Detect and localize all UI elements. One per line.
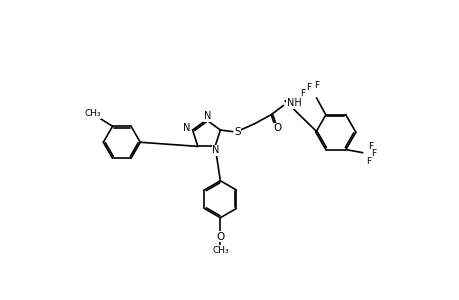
Text: CH₃: CH₃ bbox=[212, 246, 228, 255]
Text: NH: NH bbox=[286, 98, 301, 108]
Text: N: N bbox=[212, 145, 219, 155]
Text: F: F bbox=[300, 89, 305, 98]
Text: N: N bbox=[182, 123, 190, 133]
Text: F: F bbox=[313, 81, 319, 90]
Text: O: O bbox=[216, 232, 224, 242]
Text: O: O bbox=[273, 124, 281, 134]
Text: F: F bbox=[370, 149, 375, 158]
Text: F: F bbox=[367, 142, 372, 151]
Text: F: F bbox=[306, 83, 311, 92]
Text: F: F bbox=[366, 157, 371, 166]
Text: S: S bbox=[234, 127, 240, 136]
Text: CH₃: CH₃ bbox=[84, 110, 101, 118]
Text: N: N bbox=[203, 111, 211, 121]
